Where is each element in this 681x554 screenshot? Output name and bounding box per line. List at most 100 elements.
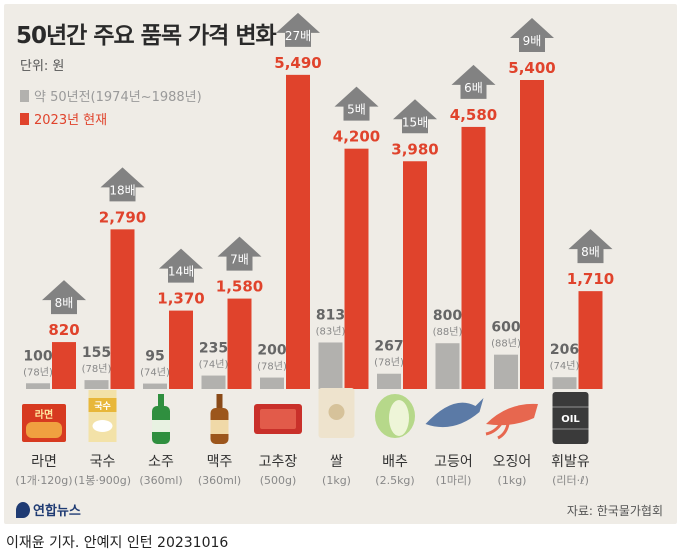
multiplier-label: 7배 (230, 253, 249, 267)
up-arrow-icon (276, 12, 320, 47)
category-label: 오징어 (493, 454, 532, 470)
year-label: (78년) (257, 361, 287, 373)
category-group-5: 813 (83년) 4,200 5배쌀 (1kg) (316, 86, 380, 487)
cabbage-icon (375, 394, 415, 438)
icon-part (389, 400, 409, 436)
bar-old (201, 375, 226, 389)
multiplier-label: 8배 (581, 245, 600, 259)
logo-text: 연합뉴스 (33, 504, 81, 519)
value-label-old: 206 (550, 342, 579, 358)
bar-chart: 100(78년)8208배라면(1개·120g)라면155(78년)2,7901… (15, 12, 614, 487)
year-label: (74년) (199, 359, 229, 371)
value-label-new: 4,580 (450, 106, 497, 124)
icon-part (552, 406, 589, 408)
legend-label-new: 2023년 현재 (34, 113, 108, 128)
icon-part (92, 420, 113, 432)
icon-part (425, 398, 484, 428)
category-label: 고추장 (259, 454, 298, 470)
icon-part (260, 409, 296, 429)
category-label: 고등어 (434, 454, 473, 470)
unit-label: (1봉·900g) (74, 474, 131, 487)
source-note: 자료: 한국물가협회 (566, 504, 663, 518)
value-label-old: 267 (374, 339, 403, 355)
unit-label: (500g) (260, 474, 297, 487)
value-label-new: 820 (48, 321, 79, 339)
value-label-old: 813 (316, 307, 345, 323)
up-arrow-icon (451, 64, 496, 99)
beer-bottle-icon (210, 394, 229, 444)
value-label-old: 600 (491, 320, 520, 336)
value-label-new: 1,580 (216, 278, 263, 296)
icon-text: 라면 (35, 408, 53, 421)
value-label-new: 2,790 (99, 208, 146, 226)
bar-old (552, 377, 577, 389)
oil-drum-icon: OIL (552, 392, 589, 444)
value-label-old: 95 (145, 349, 164, 365)
year-label: (78년) (374, 357, 404, 369)
icon-part (26, 422, 62, 438)
bar-old (318, 342, 343, 389)
value-label-new: 4,200 (333, 128, 380, 146)
value-label-new: 5,490 (274, 54, 321, 72)
icon-part (328, 404, 345, 420)
legend-swatch-new (20, 112, 29, 125)
value-label-old: 235 (199, 341, 228, 357)
multiplier-label: 18배 (109, 183, 135, 197)
soju-bottle-icon (152, 394, 170, 444)
year-label: (88년) (433, 326, 463, 338)
up-arrow-icon (100, 167, 145, 202)
bar-old (494, 354, 518, 389)
legend-label-old: 약 50년전(1974년~1988년) (34, 90, 202, 105)
mackerel-icon (425, 398, 484, 428)
up-arrow-icon (334, 86, 379, 121)
bar-old (435, 343, 460, 389)
multiplier-label: 6배 (464, 81, 483, 95)
unit-label: (1kg) (322, 474, 351, 487)
bar-new (403, 161, 427, 389)
category-label: 휘발유 (551, 454, 590, 470)
ramen-icon: 라면 (22, 404, 66, 442)
bar-new (227, 298, 252, 389)
bar-old (84, 380, 109, 389)
category-label: 소주 (148, 454, 174, 470)
news-logo: 연합뉴스 (16, 500, 81, 519)
bar-new (110, 229, 135, 389)
year-label: (74년) (140, 367, 170, 379)
value-label-old: 155 (82, 345, 111, 361)
multiplier-label: 8배 (55, 296, 74, 310)
up-arrow-icon (510, 18, 554, 52)
icon-part (210, 420, 229, 434)
multiplier-label: 27배 (285, 29, 311, 43)
up-arrow-icon (217, 236, 262, 271)
squid-icon (485, 403, 538, 440)
bar-old (260, 377, 284, 389)
icon-part (158, 394, 164, 406)
up-arrow-icon (159, 248, 203, 283)
multiplier-label: 14배 (168, 265, 194, 279)
unit-label: (360ml) (139, 474, 182, 487)
icon-part (552, 392, 589, 444)
value-label-new: 5,400 (508, 59, 555, 77)
unit-label: (1개·120g) (15, 474, 72, 487)
bar-new (344, 148, 369, 389)
icon-text: OIL (561, 414, 580, 425)
chart-title: 50년간 주요 품목 가격 변화 (16, 23, 277, 49)
logo-icon (16, 501, 30, 518)
year-label: (83년) (316, 325, 346, 337)
unit-label: 단위: 원 (20, 59, 65, 74)
unit-label: (1마리) (436, 474, 472, 487)
value-label-old: 100 (23, 348, 52, 364)
year-label: (78년) (23, 366, 53, 378)
credit-line: 이재윤 기자. 안예지 인턴 20231016 (6, 535, 229, 551)
icon-part (88, 390, 117, 442)
noodles-icon: 국수 (88, 390, 117, 442)
bar-new (520, 80, 544, 389)
year-label: (78년) (82, 363, 112, 375)
legend-item-old: 약 50년전(1974년~1988년) (20, 86, 202, 105)
value-label-new: 1,710 (567, 270, 614, 288)
value-label-old: 800 (433, 308, 462, 324)
icon-part (88, 398, 117, 412)
